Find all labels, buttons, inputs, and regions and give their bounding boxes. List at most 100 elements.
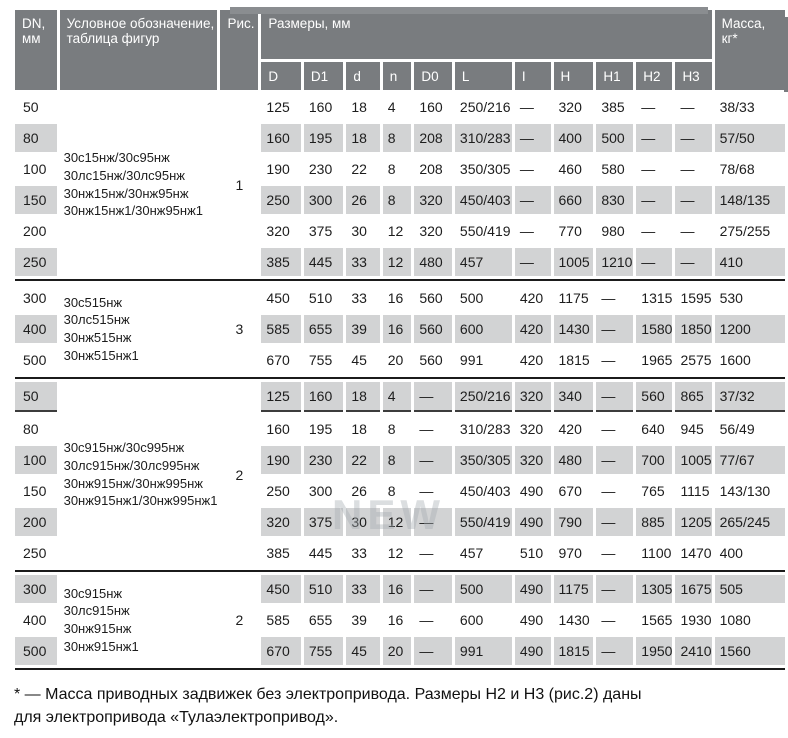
value-cell: 12 <box>382 508 412 536</box>
value-cell: 12 <box>387 545 404 561</box>
value-cell: 45 <box>351 352 367 368</box>
dn-cell: 80 <box>23 421 39 437</box>
value-cell: 480 <box>414 248 452 276</box>
value-cell: 320 <box>266 223 290 239</box>
value-cell: 22 <box>346 446 380 474</box>
value-cell: 26 <box>346 186 380 214</box>
value-cell: 450 <box>266 290 290 306</box>
value-cell: 510 <box>308 290 333 306</box>
size-col-header-h3: H3 <box>675 62 712 90</box>
value-cell: 30 <box>351 223 367 239</box>
value-cell: 1430 <box>553 315 594 343</box>
dn-cell: 100 <box>15 446 57 474</box>
value-cell: 375 <box>303 508 344 536</box>
value-cell: 600 <box>459 612 484 628</box>
value-cell: 1315 <box>641 290 673 306</box>
value-cell: 160 <box>303 382 344 412</box>
value-cell: 250/216 <box>454 382 512 412</box>
value-cell: 33 <box>351 290 367 306</box>
value-cell: — <box>601 612 616 628</box>
value-cell: 265/245 <box>714 508 785 536</box>
value-cell: 655 <box>308 612 333 628</box>
value-cell: 970 <box>558 545 582 561</box>
table-row: 100 190 230 22 8—350/305 320 480—700 1005 77/67 <box>15 446 785 474</box>
dn-cell: 150 <box>15 186 57 214</box>
value-cell: 22 <box>351 161 367 177</box>
table-row: 50 30с915нж/30с995нж 30лс915нж/30лс995нж … <box>15 382 785 508</box>
value-cell: 550/419 <box>459 223 511 239</box>
value-cell: 1080 <box>719 612 751 628</box>
value-cell: — <box>601 352 616 368</box>
value-cell: 320 <box>519 421 544 437</box>
value-cell: 560 <box>419 290 443 306</box>
value-cell: 4 <box>387 99 396 115</box>
value-cell: 490 <box>514 508 551 536</box>
value-cell: 1175 <box>553 575 594 603</box>
value-cell: — <box>601 545 616 561</box>
table-edge-fragment <box>784 17 788 92</box>
table-row: 80 160 195 18 8 208 310/283—400 500— —57/50 <box>15 124 785 152</box>
value-cell: 39 <box>346 315 380 343</box>
value-cell: 20 <box>382 637 412 665</box>
value-cell: 530 <box>719 290 743 306</box>
value-cell: — <box>641 99 656 115</box>
value-cell: 1115 <box>680 483 710 499</box>
value-cell: 208 <box>414 124 452 152</box>
value-cell: 8 <box>382 446 412 474</box>
value-cell: 490 <box>519 612 544 628</box>
value-cell: 1930 <box>680 612 712 628</box>
value-cell: — <box>414 575 452 603</box>
value-cell: 420 <box>519 352 544 368</box>
value-cell: 39 <box>351 612 367 628</box>
value-cell: 755 <box>308 352 333 368</box>
value-cell: 125 <box>261 382 301 412</box>
value-cell: 585 <box>261 315 301 343</box>
value-cell: 230 <box>303 446 344 474</box>
value-cell: — <box>601 421 616 437</box>
table-row: 250 385 445 33 12 480 457—1005 1210— —410 <box>15 248 785 276</box>
table-row: 50 30с15нж/30с95нж 30лс15нж/30лс95нж 30нж… <box>15 93 785 218</box>
table-row: 500 670 755 45 20—991 490 1815—1950 2410 1560 <box>15 637 785 665</box>
figure-cell: 2 <box>235 612 244 628</box>
value-cell: 37/32 <box>714 382 785 412</box>
group-separator <box>15 668 785 670</box>
size-col-header-d0: D0 <box>414 62 452 90</box>
value-cell: — <box>675 186 712 214</box>
table-header: DN, мм Условное обозначение, таблица фиг… <box>15 10 785 90</box>
value-cell: 945 <box>680 421 704 437</box>
value-cell: 78/68 <box>719 161 755 177</box>
table-row: 300 30с915нж 30лс915нж 30нж915нж 30нж915н… <box>15 575 785 654</box>
value-cell: — <box>519 223 534 239</box>
value-cell: 350/305 <box>454 446 512 474</box>
value-cell: 1205 <box>675 508 712 536</box>
value-cell: 195 <box>303 124 344 152</box>
value-cell: 1600 <box>719 352 751 368</box>
col-header-designation: Условное обозначение, таблица фигур <box>59 10 218 90</box>
value-cell: 585 <box>266 612 290 628</box>
dn-cell: 400 <box>23 612 47 628</box>
dn-cell: 300 <box>15 575 57 603</box>
value-cell: 480 <box>553 446 594 474</box>
value-cell: 1430 <box>558 612 590 628</box>
table-row: 400 585 655 39 16 — 600 490 1430 — 1565 1930 1080 <box>15 606 785 634</box>
designation-cell: 30с915нж/30с995нж 30лс915нж/30лс995нж 30… <box>63 440 218 509</box>
value-cell: 148/135 <box>714 186 785 214</box>
value-cell: 375 <box>308 223 333 239</box>
table-row: 80 160 195 18 8 — 310/283 320 420 — 640 945 56/49 <box>15 415 785 443</box>
value-cell: 445 <box>303 248 344 276</box>
size-col-header-d1: D1 <box>303 62 344 90</box>
value-cell: 8 <box>387 421 396 437</box>
value-cell: 885 <box>636 508 673 536</box>
value-cell: — <box>680 161 695 177</box>
value-cell: — <box>419 483 434 499</box>
designation-cell: 30с15нж/30с95нж 30лс15нж/30лс95нж 30нж15… <box>63 150 204 219</box>
value-cell: — <box>680 99 695 115</box>
value-cell: — <box>636 124 673 152</box>
value-cell: 57/50 <box>714 124 785 152</box>
value-cell: 320 <box>514 382 551 412</box>
value-cell: 560 <box>636 382 673 412</box>
value-cell: 670 <box>261 637 301 665</box>
value-cell: 33 <box>346 575 380 603</box>
size-col-header-l: L <box>454 62 512 90</box>
col-header-mass: Масса, кг* <box>714 10 785 90</box>
